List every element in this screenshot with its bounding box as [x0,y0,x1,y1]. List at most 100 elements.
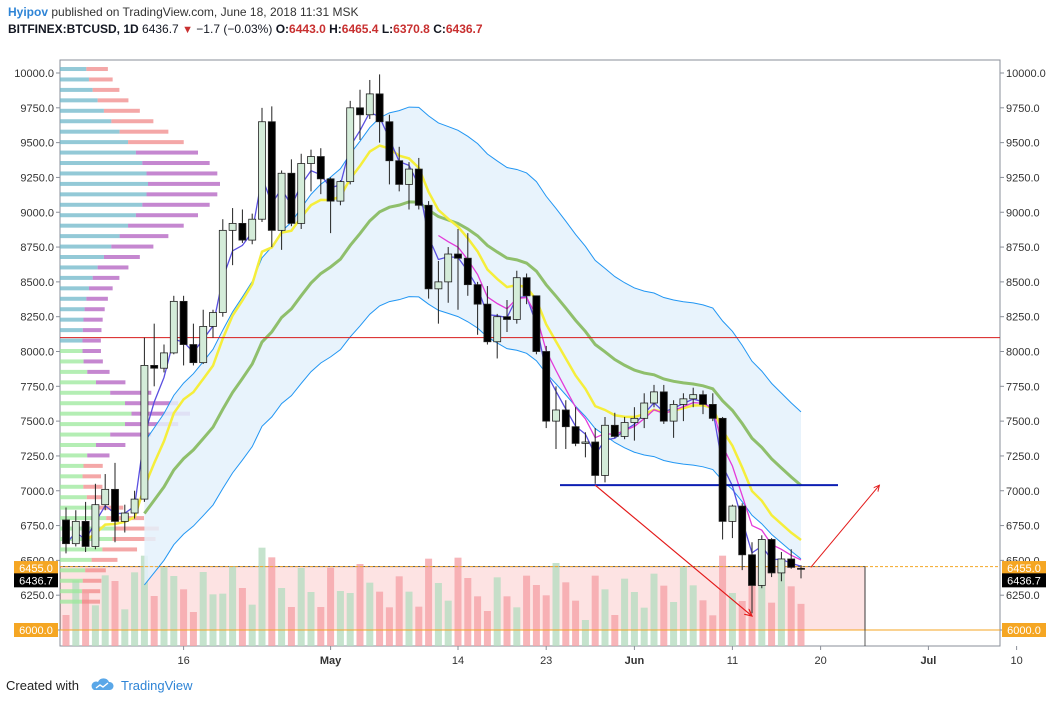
candle-body [375,93,384,123]
volume-bar [405,591,413,646]
candle-body [473,284,482,305]
volume-bar [503,596,511,646]
volume-profile-up [60,578,83,583]
volume-bar [219,593,227,646]
author-link[interactable]: Hyipov [8,5,49,19]
volume-profile-up [60,599,83,604]
candle-body [150,365,159,369]
candle-body [659,391,668,422]
price-tag-right-6000-bg [1002,623,1046,637]
volume-profile-up [60,568,86,573]
x-tick-label: 23 [540,655,552,667]
volume-profile-up [60,275,93,280]
volume-profile-up [60,359,84,364]
volume-profile-down [119,129,169,134]
volume-profile-up [60,484,84,489]
candle-body [199,326,208,364]
volume-profile-down [86,495,109,500]
price-change: −1.7 (−0.03%) [196,22,273,36]
volume-profile-up [60,589,83,594]
volume-profile-down [125,401,179,406]
volume-bar [454,557,462,646]
candle-body [385,121,394,162]
candle-body [218,229,227,313]
volume-bar [464,578,472,646]
y-tick-label-left: 6750.0 [20,521,54,533]
volume-bar [621,578,629,646]
price-tag-right-6455-bg [1002,561,1046,576]
candle-body [503,316,511,320]
y-tick-label-right: 8000.0 [1006,347,1040,359]
volume-bar [425,558,433,646]
candle-body [297,163,306,224]
volume-bar [670,602,678,646]
volume-profile-down [82,338,101,343]
y-tick-label-right: 9500.0 [1006,138,1040,150]
price-tag-left-6436: 6436.7 [19,575,53,587]
volume-bar [160,567,168,646]
y-tick-label-right: 6250.0 [1006,590,1040,602]
low-value: 6370.8 [393,22,430,36]
volume-profile-down [142,161,210,166]
candle-body [91,504,100,547]
low-label: L: [381,22,394,36]
candle-body [140,365,149,500]
volume-profile-up [60,213,136,218]
volume-bar [689,585,697,646]
volume-bar [229,566,237,646]
tradingview-link[interactable]: TradingView [120,677,193,693]
candle-body [542,351,551,422]
candle-body [287,172,296,224]
ma-pink-line [438,234,802,561]
symbol-label: BITFINEX:BTCUSD, 1D [8,22,139,36]
y-tick-label-left: 8500.0 [20,277,54,289]
envelope-fill [144,107,801,585]
volume-profile-down [87,369,110,374]
volume-profile-up [60,108,104,113]
candle-body [640,402,649,419]
high-value: 6465.4 [341,22,379,36]
y-tick-label-left: 7250.0 [20,451,54,463]
volume-profile-up [60,369,88,374]
candle-body [650,391,658,404]
volume-bar [630,592,638,646]
volume-bar [82,593,90,646]
y-tick-label-right: 9000.0 [1006,207,1040,219]
volume-bar [738,601,746,646]
volume-profile-up [60,453,88,458]
volume-bar [180,589,188,646]
candle-body [669,404,678,422]
volume-profile-up [60,244,112,249]
candle-body [777,558,786,574]
volume-bar [131,572,139,646]
volume-profile-up [60,401,126,406]
candle-body [120,512,129,522]
plot-layer [60,67,1000,646]
price-chart[interactable]: 6000.06000.06250.06250.06500.06500.06750… [0,40,1057,676]
candle-body [591,441,600,476]
high-label: H: [329,22,342,36]
volume-profile-down [82,349,101,353]
published-text: published on TradingView.com, June 18, 2… [51,5,359,19]
down-triangle-icon: ▼ [182,24,193,36]
volume-profile-up [60,422,126,427]
volume-profile-down [82,474,101,479]
volume-profile-up [60,255,104,260]
volume-profile-down [88,286,113,291]
candle-body [209,312,217,327]
y-tick-label-right: 7250.0 [1006,451,1040,463]
y-tick-label-left: 10000.0 [14,68,54,80]
volume-bar [787,586,795,646]
candle-body [169,300,178,354]
x-tick-label: May [320,655,342,667]
y-tick-label-left: 8250.0 [20,312,54,324]
created-with-text: Created with [6,677,79,693]
volume-profile-down [85,568,106,573]
ohlc-line: BITFINEX:BTCUSD, 1D 6436.7 ▼ −1.7 (−0.03… [8,21,1048,38]
volume-profile-up [60,171,147,176]
volume-bar [366,582,374,646]
candle-body [757,539,766,586]
tradingview-cloud-icon [91,678,114,690]
price-tag-right-6455: 6455.0 [1007,563,1041,575]
volume-bar [336,591,344,646]
